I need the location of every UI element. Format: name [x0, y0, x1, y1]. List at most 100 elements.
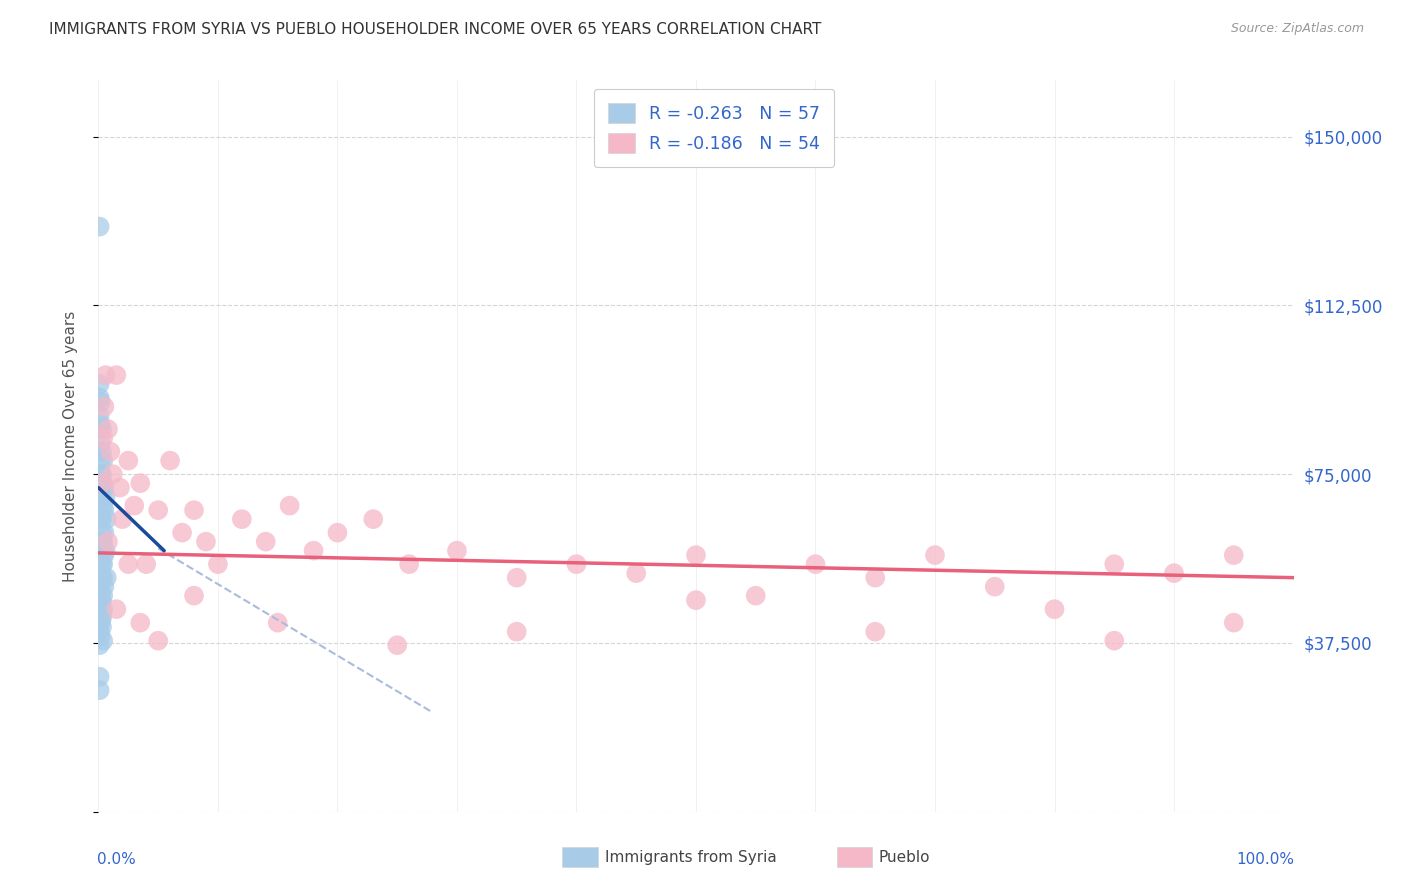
Point: [91, 453, 114, 467]
Point: [1223, 548, 1246, 562]
Point: [91, 620, 114, 634]
Point: [231, 512, 253, 526]
Point: [108, 481, 131, 495]
Point: [89, 615, 111, 630]
Point: [91, 557, 114, 571]
Point: [1223, 615, 1246, 630]
Point: [117, 453, 139, 467]
Point: [865, 571, 887, 585]
Point: [91, 467, 114, 482]
Text: 0.0%: 0.0%: [97, 852, 136, 867]
Point: [90, 435, 112, 450]
Point: [90, 615, 112, 630]
Point: [89, 598, 111, 612]
Point: [91, 444, 114, 458]
Point: [172, 525, 194, 540]
Point: [984, 580, 1007, 594]
Point: [111, 512, 134, 526]
Text: Source: ZipAtlas.com: Source: ZipAtlas.com: [1230, 22, 1364, 36]
Point: [105, 602, 128, 616]
Point: [89, 409, 111, 423]
Point: [129, 476, 152, 491]
Point: [363, 512, 385, 526]
Text: Immigrants from Syria: Immigrants from Syria: [605, 850, 776, 864]
Point: [117, 557, 139, 571]
Point: [93, 503, 115, 517]
Point: [924, 548, 946, 562]
Point: [90, 512, 112, 526]
Point: [254, 534, 277, 549]
Text: IMMIGRANTS FROM SYRIA VS PUEBLO HOUSEHOLDER INCOME OVER 65 YEARS CORRELATION CHA: IMMIGRANTS FROM SYRIA VS PUEBLO HOUSEHOL…: [49, 22, 821, 37]
Point: [89, 377, 111, 392]
Point: [90, 417, 112, 432]
Point: [129, 615, 152, 630]
Point: [94, 490, 117, 504]
Point: [183, 503, 205, 517]
Text: Pueblo: Pueblo: [879, 850, 931, 864]
Point: [96, 571, 118, 585]
Point: [565, 557, 588, 571]
Point: [90, 589, 112, 603]
Point: [207, 557, 229, 571]
Point: [91, 490, 114, 504]
Text: 100.0%: 100.0%: [1237, 852, 1295, 867]
Point: [1163, 566, 1185, 581]
Point: [89, 219, 111, 234]
Point: [89, 638, 111, 652]
Point: [685, 593, 707, 607]
Point: [93, 481, 115, 495]
Point: [97, 422, 120, 436]
Point: [745, 589, 768, 603]
Point: [91, 602, 114, 616]
Point: [91, 534, 114, 549]
Point: [89, 683, 111, 698]
Point: [91, 512, 114, 526]
Point: [195, 534, 218, 549]
Point: [91, 607, 114, 621]
Legend: R = -0.263   N = 57, R = -0.186   N = 54: R = -0.263 N = 57, R = -0.186 N = 54: [593, 89, 834, 168]
Point: [91, 571, 114, 585]
Point: [159, 453, 181, 467]
Point: [506, 571, 529, 585]
Point: [267, 615, 290, 630]
Point: [804, 557, 827, 571]
Point: [1104, 557, 1126, 571]
Point: [865, 624, 887, 639]
Point: [94, 368, 117, 383]
Point: [89, 670, 111, 684]
Point: [89, 391, 111, 405]
Point: [93, 400, 115, 414]
Point: [148, 503, 170, 517]
Point: [91, 476, 114, 491]
Point: [91, 422, 114, 436]
Point: [90, 580, 112, 594]
Point: [90, 395, 112, 409]
Point: [183, 589, 205, 603]
Point: [90, 453, 112, 467]
Point: [91, 557, 114, 571]
Point: [98, 444, 122, 458]
Point: [91, 534, 114, 549]
Point: [89, 624, 111, 639]
Point: [626, 566, 648, 581]
Point: [91, 593, 114, 607]
Point: [278, 499, 301, 513]
Point: [101, 467, 124, 482]
Point: [91, 589, 114, 603]
Point: [94, 543, 117, 558]
Point: [90, 598, 112, 612]
Point: [91, 571, 114, 585]
Point: [91, 499, 114, 513]
Point: [93, 525, 115, 540]
Point: [90, 499, 112, 513]
Point: [1043, 602, 1066, 616]
Point: [124, 499, 146, 513]
Point: [91, 611, 114, 625]
Point: [96, 512, 118, 526]
Point: [93, 548, 115, 562]
Point: [93, 580, 115, 594]
Point: [326, 525, 349, 540]
Point: [91, 633, 114, 648]
Point: [91, 476, 114, 491]
Point: [135, 557, 157, 571]
